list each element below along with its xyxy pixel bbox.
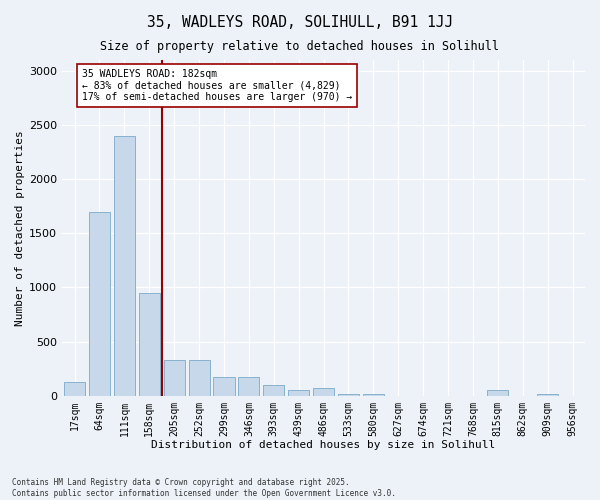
Bar [188,360,209,396]
Text: Size of property relative to detached houses in Solihull: Size of property relative to detached ho… [101,40,499,53]
Bar [313,388,334,396]
Bar [64,382,85,396]
Text: Contains HM Land Registry data © Crown copyright and database right 2025.
Contai: Contains HM Land Registry data © Crown c… [12,478,396,498]
Bar [214,378,235,396]
Bar [89,212,110,396]
Bar [164,360,185,396]
Bar [139,293,160,396]
Bar [338,394,359,396]
Bar [487,390,508,396]
Bar [288,390,309,396]
Bar [363,394,384,396]
X-axis label: Distribution of detached houses by size in Solihull: Distribution of detached houses by size … [151,440,496,450]
Bar [537,394,558,396]
Bar [114,136,135,396]
Text: 35, WADLEYS ROAD, SOLIHULL, B91 1JJ: 35, WADLEYS ROAD, SOLIHULL, B91 1JJ [147,15,453,30]
Text: 35 WADLEYS ROAD: 182sqm
← 83% of detached houses are smaller (4,829)
17% of semi: 35 WADLEYS ROAD: 182sqm ← 83% of detache… [82,68,352,102]
Bar [263,385,284,396]
Bar [238,378,259,396]
Y-axis label: Number of detached properties: Number of detached properties [15,130,25,326]
